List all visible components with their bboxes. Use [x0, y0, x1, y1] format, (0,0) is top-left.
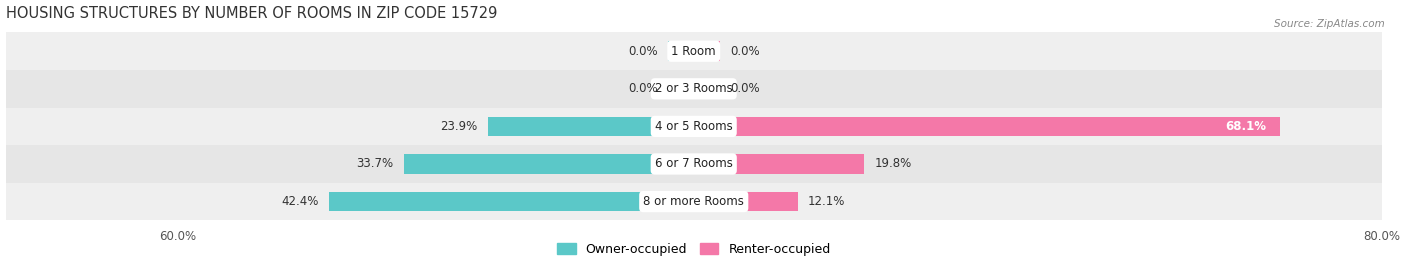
Bar [6, 33, 1382, 70]
Text: 19.8%: 19.8% [875, 157, 911, 171]
Text: 6 or 7 Rooms: 6 or 7 Rooms [655, 157, 733, 171]
Legend: Owner-occupied, Renter-occupied: Owner-occupied, Renter-occupied [553, 238, 835, 261]
Text: 4 or 5 Rooms: 4 or 5 Rooms [655, 120, 733, 133]
Text: 33.7%: 33.7% [356, 157, 394, 171]
Text: 0.0%: 0.0% [730, 45, 759, 58]
Bar [693, 192, 797, 211]
Bar [6, 183, 1382, 220]
Text: 8 or more Rooms: 8 or more Rooms [644, 195, 744, 208]
Bar [693, 79, 720, 98]
Bar [329, 192, 693, 211]
Bar [693, 41, 720, 61]
Text: 23.9%: 23.9% [440, 120, 478, 133]
Bar [6, 70, 1382, 108]
Text: 2 or 3 Rooms: 2 or 3 Rooms [655, 82, 733, 95]
Text: Source: ZipAtlas.com: Source: ZipAtlas.com [1274, 19, 1385, 29]
Text: 68.1%: 68.1% [1226, 120, 1267, 133]
Text: 42.4%: 42.4% [281, 195, 319, 208]
Text: 12.1%: 12.1% [808, 195, 845, 208]
Bar [668, 41, 693, 61]
Bar [6, 145, 1382, 183]
Text: 0.0%: 0.0% [730, 82, 759, 95]
Text: 0.0%: 0.0% [628, 82, 658, 95]
Text: HOUSING STRUCTURES BY NUMBER OF ROOMS IN ZIP CODE 15729: HOUSING STRUCTURES BY NUMBER OF ROOMS IN… [6, 6, 496, 20]
Bar [693, 117, 1279, 136]
Bar [693, 154, 865, 174]
Bar [488, 117, 693, 136]
Text: 1 Room: 1 Room [672, 45, 716, 58]
Bar [668, 79, 693, 98]
Text: 0.0%: 0.0% [628, 45, 658, 58]
Bar [6, 108, 1382, 145]
Bar [404, 154, 693, 174]
